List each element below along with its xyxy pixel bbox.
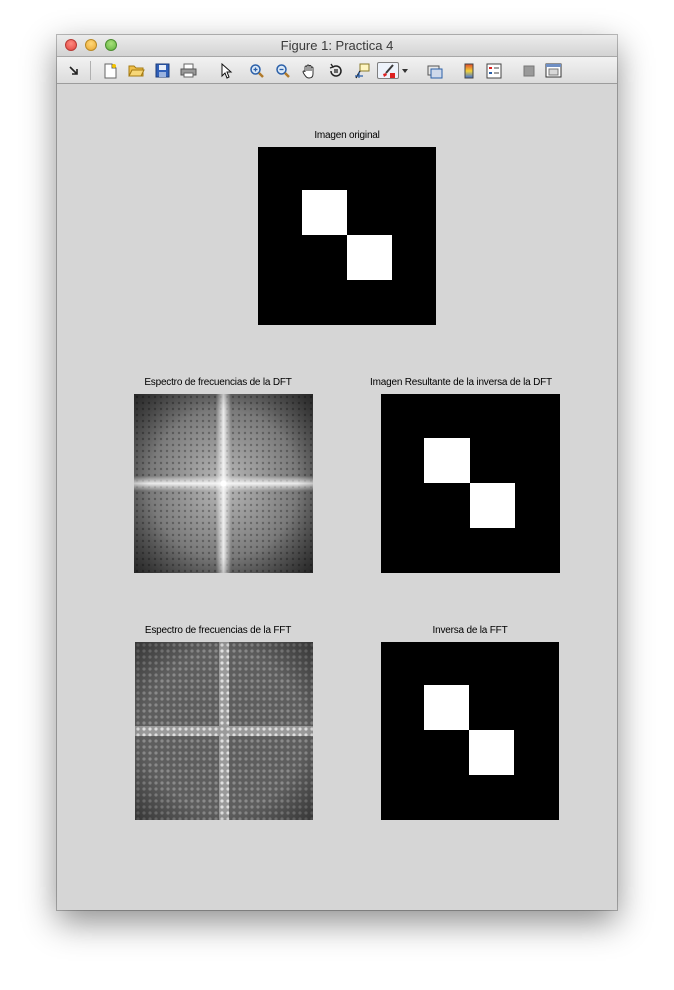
data-cursor-icon[interactable] [353, 62, 370, 79]
axes-dft-spectrum-image[interactable] [134, 394, 313, 573]
axes-fft-inverse-image[interactable] [381, 642, 559, 820]
zoom-window-button[interactable] [105, 39, 117, 51]
plot-title-fft-inverse: Inversa de la FFT [432, 625, 508, 636]
plot-title-fft-spectrum: Espectro de frecuencias de la FFT [144, 625, 292, 636]
rotate-3d-icon[interactable] [327, 62, 344, 79]
white-square [302, 190, 347, 235]
plot-title-dft-inverse: Imagen Resultante de la inversa de la DF… [370, 377, 552, 388]
axes-original-image[interactable] [258, 147, 436, 325]
plot-title-original: Imagen original [314, 130, 380, 141]
minimize-window-button[interactable] [85, 39, 97, 51]
print-figure-icon[interactable] [180, 62, 197, 79]
fft-spectrum-image [135, 642, 313, 820]
link-plot-icon[interactable] [426, 62, 443, 79]
plot-title-dft-spectrum: Espectro de frecuencias de la DFT [144, 377, 292, 388]
zoom-in-icon[interactable] [248, 62, 265, 79]
edit-plot-arrow-icon[interactable] [217, 62, 234, 79]
white-square [424, 438, 470, 483]
show-plot-tools-icon[interactable] [545, 62, 562, 79]
figure-toolbar [57, 57, 617, 84]
hide-plot-tools-icon[interactable] [520, 62, 537, 79]
white-square [347, 235, 392, 280]
pan-hand-icon[interactable] [300, 62, 317, 79]
dock-arrow-icon[interactable] [65, 62, 82, 79]
white-square [424, 685, 469, 730]
axes-fft-spectrum-image[interactable] [135, 642, 313, 820]
new-figure-icon[interactable] [102, 62, 119, 79]
figure-window: Figure 1: Practica 4 [57, 35, 617, 910]
insert-legend-icon[interactable] [485, 62, 502, 79]
title-bar[interactable]: Figure 1: Practica 4 [57, 35, 617, 57]
window-title: Figure 1: Practica 4 [280, 38, 394, 53]
save-figure-icon[interactable] [154, 62, 171, 79]
insert-colorbar-icon[interactable] [460, 62, 477, 79]
dft-spectrum-image [134, 394, 313, 573]
open-file-icon[interactable] [128, 62, 145, 79]
white-square [469, 730, 514, 775]
brush-dropdown-icon[interactable] [400, 62, 409, 79]
zoom-out-icon[interactable] [274, 62, 291, 79]
close-window-button[interactable] [65, 39, 77, 51]
axes-dft-inverse-image[interactable] [381, 394, 560, 573]
toolbar-separator [90, 61, 91, 80]
brush-icon[interactable] [377, 62, 399, 79]
white-square [470, 483, 515, 528]
